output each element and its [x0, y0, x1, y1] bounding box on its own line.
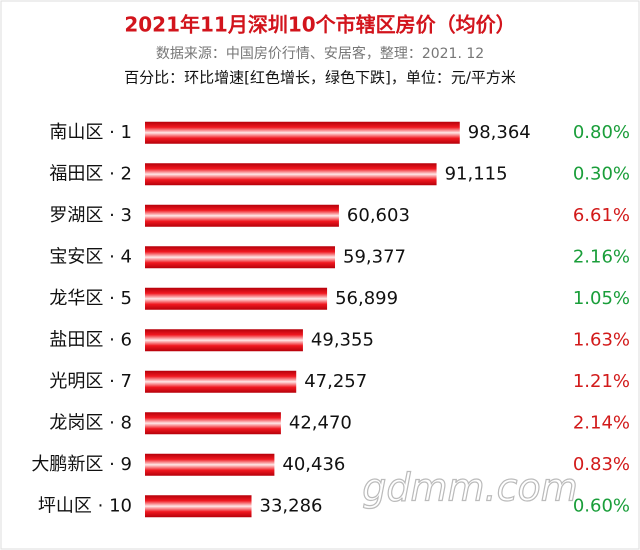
category-label: 龙华区 · 5 — [49, 288, 132, 309]
value-label: 47,257 — [304, 371, 367, 392]
bar — [145, 370, 297, 393]
value-label: 49,355 — [311, 329, 374, 350]
chart-subtitle: 数据来源：中国房价行情、安居客，整理：2021. 12 — [156, 45, 484, 62]
change-label: 2.16% — [573, 246, 630, 267]
chart-note: 百分比：环比增速[红色增长，绿色下跌]，单位：元/平方米 — [124, 69, 516, 87]
value-label: 59,377 — [343, 246, 406, 267]
change-label: 1.63% — [573, 329, 630, 350]
category-label: 坪山区 · 10 — [38, 495, 132, 516]
bar — [145, 287, 328, 310]
category-label: 光明区 · 7 — [49, 371, 132, 392]
change-label: 6.61% — [573, 205, 630, 226]
value-label: 56,899 — [335, 288, 398, 309]
change-label: 0.83% — [573, 454, 630, 475]
category-label: 龙岗区 · 8 — [49, 412, 132, 433]
category-label: 盐田区 · 6 — [49, 329, 132, 350]
category-label: 罗湖区 · 3 — [49, 205, 132, 226]
chart-title: 2021年11月深圳10个市辖区房价（均价） — [124, 13, 515, 37]
bar — [145, 453, 275, 476]
category-label: 南山区 · 1 — [49, 122, 132, 143]
change-label: 1.05% — [573, 288, 630, 309]
bar — [145, 204, 339, 227]
bar — [145, 121, 460, 144]
watermark: gdmm.com — [362, 466, 578, 510]
value-label: 33,286 — [260, 495, 323, 516]
category-label: 福田区 · 2 — [49, 163, 132, 184]
bar — [145, 246, 336, 269]
change-label: 0.30% — [573, 163, 630, 184]
category-label: 宝安区 · 4 — [49, 246, 132, 267]
bar — [145, 412, 281, 435]
value-label: 98,364 — [468, 122, 531, 143]
value-label: 40,436 — [282, 454, 345, 475]
change-label: 0.60% — [573, 495, 630, 516]
change-label: 1.21% — [573, 371, 630, 392]
bar — [145, 495, 252, 518]
category-label: 大鹏新区 · 9 — [31, 454, 132, 475]
change-label: 0.80% — [573, 122, 630, 143]
value-label: 91,115 — [445, 163, 508, 184]
bar — [145, 329, 303, 352]
value-label: 60,603 — [347, 205, 410, 226]
value-label: 42,470 — [289, 412, 352, 433]
change-label: 2.14% — [573, 412, 630, 433]
bar — [145, 163, 437, 186]
